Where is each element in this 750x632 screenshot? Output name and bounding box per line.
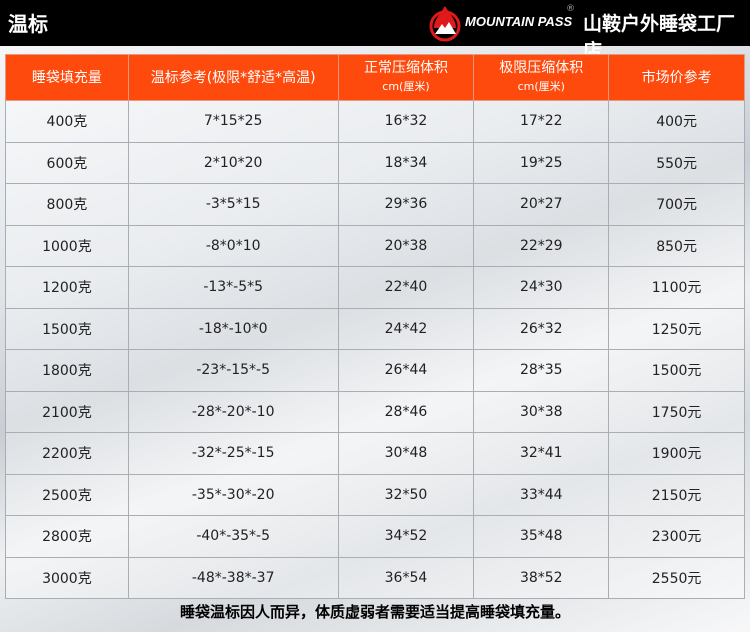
table-cell: 18*34 — [337, 141, 475, 184]
column-header: 正常压缩体积 cm(厘米) — [337, 54, 475, 101]
table-cell: 2800克 — [5, 515, 129, 558]
table-cell: 35*48 — [473, 515, 610, 558]
table-cell: 38*52 — [473, 556, 610, 599]
table-cell: -3*5*15 — [127, 183, 339, 226]
column-label: 市场价参考 — [641, 69, 712, 86]
table-cell: 850元 — [608, 224, 745, 267]
column-unit: cm(厘米) — [517, 80, 565, 93]
table-cell: -13*-5*5 — [127, 266, 339, 309]
table-cell: 1900元 — [608, 432, 745, 475]
column-header: 市场价参考 — [608, 54, 745, 101]
table-cell: 2100克 — [5, 390, 129, 433]
table-cell: 600克 — [5, 141, 129, 184]
mountain-flame-logo-icon — [429, 6, 461, 42]
table-row: 2800克 -40*-35*-5 34*52 35*48 2300元 — [5, 515, 745, 558]
brand-name: MOUNTAIN PASS — [465, 14, 573, 29]
table-cell: 22*29 — [473, 224, 610, 267]
table-cell: 2*10*20 — [127, 141, 339, 184]
table-cell: 1250元 — [608, 307, 745, 350]
table-cell: -18*-10*0 — [127, 307, 339, 350]
table-cell: -23*-15*-5 — [127, 349, 339, 392]
table-row: 800克 -3*5*15 29*36 20*27 700元 — [5, 183, 745, 226]
footer-note: 睡袋温标因人而异，体质虚弱者需要适当提高睡袋填充量。 — [179, 603, 570, 621]
table-cell: 2300元 — [608, 515, 745, 558]
table-cell: 20*38 — [337, 224, 475, 267]
table-cell: 550元 — [608, 141, 745, 184]
table-row: 400克 7*15*25 16*32 17*22 400元 — [5, 100, 745, 143]
table-row: 2200克 -32*-25*-15 30*48 32*41 1900元 — [5, 432, 745, 475]
table-row: 1500克 -18*-10*0 24*42 26*32 1250元 — [5, 307, 745, 350]
table-cell: 33*44 — [473, 473, 610, 516]
table-row: 1000克 -8*0*10 20*38 22*29 850元 — [5, 224, 745, 267]
table-cell: 28*35 — [473, 349, 610, 392]
table-cell: 30*48 — [337, 432, 475, 475]
table-cell: 1500元 — [608, 349, 745, 392]
table-cell: 29*36 — [337, 183, 475, 226]
table-row: 1200克 -13*-5*5 22*40 24*30 1100元 — [5, 266, 745, 309]
table-cell: 2200克 — [5, 432, 129, 475]
table-cell: 1750元 — [608, 390, 745, 433]
column-header: 温标参考(极限*舒适*高温) — [127, 54, 339, 101]
sleeping-bag-spec-table: 睡袋填充量 温标参考(极限*舒适*高温) 正常压缩体积 cm(厘米) 极限压缩体积 cm(… — [5, 54, 745, 599]
table-cell: -8*0*10 — [127, 224, 339, 267]
table-cell: 400克 — [5, 100, 129, 143]
table-cell: 1800克 — [5, 349, 129, 392]
table-cell: -35*-30*-20 — [127, 473, 339, 516]
table-cell: 36*54 — [337, 556, 475, 599]
registered-mark: ® — [566, 4, 575, 14]
table-cell: 1500克 — [5, 307, 129, 350]
table-cell: 19*25 — [473, 141, 610, 184]
table-cell: 800克 — [5, 183, 129, 226]
table-cell: 400元 — [608, 100, 745, 143]
table-row: 2500克 -35*-30*-20 32*50 33*44 2150元 — [5, 473, 745, 516]
table-cell: 32*41 — [473, 432, 610, 475]
banner-title: 温标 — [8, 12, 48, 36]
table-cell: 3000克 — [5, 556, 129, 599]
column-label: 温标参考(极限*舒适*高温) — [150, 69, 316, 86]
top-banner: 温标 MOUNTAIN PASS ® 山鞍户外睡袋工厂店 — [0, 0, 750, 62]
table-cell: -40*-35*-5 — [127, 515, 339, 558]
table-cell: 22*40 — [337, 266, 475, 309]
column-label: 正常压缩体积 — [363, 60, 448, 76]
table-cell: 30*38 — [473, 390, 610, 433]
column-header: 极限压缩体积 cm(厘米) — [473, 54, 610, 101]
table-row: 1800克 -23*-15*-5 26*44 28*35 1500元 — [5, 349, 745, 392]
table-cell: -28*-20*-10 — [127, 390, 339, 433]
table-cell: 700元 — [608, 183, 745, 226]
table-cell: 20*27 — [473, 183, 610, 226]
table-cell: 34*52 — [337, 515, 475, 558]
table-cell: 1100元 — [608, 266, 745, 309]
table-cell: 26*44 — [337, 349, 475, 392]
table-cell: -48*-38*-37 — [127, 556, 339, 599]
table-cell: 7*15*25 — [127, 100, 339, 143]
table-cell: 28*46 — [337, 390, 475, 433]
table-row: 600克 2*10*20 18*34 19*25 550元 — [5, 141, 745, 184]
column-label: 睡袋填充量 — [31, 69, 102, 86]
table-cell: 1000克 — [5, 224, 129, 267]
table-cell: 24*30 — [473, 266, 610, 309]
table-cell: 2150元 — [608, 473, 745, 516]
table-cell: 17*22 — [473, 100, 610, 143]
table-cell: -32*-25*-15 — [127, 432, 339, 475]
table-cell: 2500克 — [5, 473, 129, 516]
column-header: 睡袋填充量 — [5, 54, 129, 101]
table-row: 3000克 -48*-38*-37 36*54 38*52 2550元 — [5, 556, 745, 599]
column-unit: cm(厘米) — [382, 80, 430, 93]
table-row: 2100克 -28*-20*-10 28*46 30*38 1750元 — [5, 390, 745, 433]
table-cell: 26*32 — [473, 307, 610, 350]
table-cell: 1200克 — [5, 266, 129, 309]
table-cell: 32*50 — [337, 473, 475, 516]
column-label: 极限压缩体积 — [499, 60, 584, 76]
table-cell: 2550元 — [608, 556, 745, 599]
table-cell: 24*42 — [337, 307, 475, 350]
table-cell: 16*32 — [337, 100, 475, 143]
